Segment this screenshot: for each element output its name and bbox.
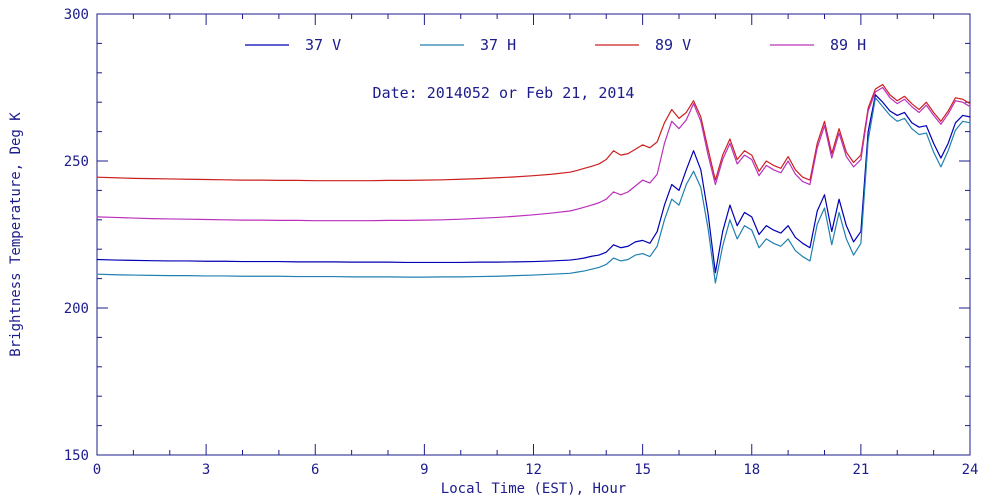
y-axis-title: Brightness Temperature, Deg K (8, 112, 24, 357)
y-tick-label: 250 (64, 154, 89, 170)
legend: 37 V 37 H 89 V 89 H (245, 36, 866, 54)
tick-marks (96, 13, 971, 456)
legend-label-37v: 37 V (305, 36, 341, 54)
x-axis-title: Local Time (EST), Hour (441, 481, 626, 497)
series-line-89v (96, 83, 971, 182)
series-line-37v (96, 94, 971, 274)
x-tick-label: 9 (420, 462, 428, 478)
axes-frame (96, 13, 971, 456)
chart-title: Date: 2014052 or Feb 21, 2014 (373, 84, 635, 102)
y-tick-label: 200 (64, 301, 89, 317)
x-tick-label: 6 (311, 462, 319, 478)
series-line-89h (96, 86, 971, 222)
x-tick-label: 21 (852, 462, 869, 478)
series-line-37h (96, 97, 971, 284)
x-tick-labels: 0 3 6 9 12 15 18 21 24 (93, 462, 979, 478)
x-tick-label: 3 (202, 462, 210, 478)
y-tick-label: 150 (64, 448, 89, 464)
x-tick-label: 18 (743, 462, 760, 478)
legend-label-89h: 89 H (830, 36, 866, 54)
y-tick-label: 300 (64, 7, 89, 23)
x-tick-label: 15 (634, 462, 651, 478)
x-tick-label: 0 (93, 462, 101, 478)
x-tick-label: 24 (962, 462, 979, 478)
legend-label-89v: 89 V (655, 36, 691, 54)
legend-label-37h: 37 H (480, 36, 516, 54)
x-tick-label: 12 (525, 462, 542, 478)
y-tick-labels: 150 200 250 300 (64, 7, 89, 464)
